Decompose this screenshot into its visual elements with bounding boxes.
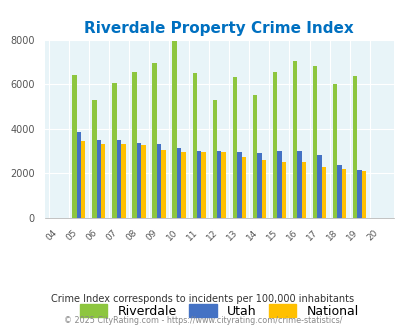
Bar	[321, 167, 325, 218]
Text: Crime Index corresponds to incidents per 100,000 inhabitants: Crime Index corresponds to incidents per…	[51, 294, 354, 304]
Bar	[312, 66, 317, 218]
Bar	[152, 63, 156, 218]
Bar	[337, 165, 341, 218]
Bar	[301, 162, 305, 218]
Bar	[272, 72, 277, 218]
Bar	[72, 75, 77, 218]
Bar	[332, 84, 337, 218]
Bar	[212, 100, 217, 218]
Bar	[101, 144, 105, 218]
Legend: Riverdale, Utah, National: Riverdale, Utah, National	[75, 299, 362, 322]
Bar	[192, 73, 196, 218]
Bar	[112, 83, 116, 218]
Bar	[341, 169, 345, 218]
Bar	[261, 160, 265, 218]
Bar	[221, 152, 225, 218]
Text: © 2025 CityRating.com - https://www.cityrating.com/crime-statistics/: © 2025 CityRating.com - https://www.city…	[64, 315, 341, 325]
Bar	[77, 132, 81, 218]
Bar	[92, 100, 96, 218]
Bar	[317, 155, 321, 218]
Bar	[352, 76, 357, 218]
Bar	[361, 171, 365, 218]
Bar	[81, 141, 85, 218]
Bar	[232, 78, 237, 218]
Bar	[292, 61, 296, 218]
Bar	[181, 152, 185, 218]
Bar	[96, 140, 101, 218]
Bar	[296, 151, 301, 218]
Bar	[277, 151, 281, 218]
Bar	[357, 170, 361, 218]
Bar	[156, 144, 161, 218]
Bar	[132, 72, 136, 218]
Bar	[136, 143, 141, 218]
Bar	[241, 156, 245, 218]
Bar	[201, 152, 205, 218]
Bar	[161, 150, 165, 218]
Bar	[141, 146, 145, 218]
Bar	[116, 140, 121, 218]
Bar	[172, 41, 177, 218]
Bar	[177, 148, 181, 218]
Bar	[237, 152, 241, 218]
Bar	[217, 151, 221, 218]
Bar	[252, 95, 256, 218]
Bar	[196, 151, 201, 218]
Bar	[256, 153, 261, 218]
Bar	[121, 144, 125, 218]
Title: Riverdale Property Crime Index: Riverdale Property Crime Index	[84, 21, 353, 36]
Bar	[281, 162, 286, 218]
